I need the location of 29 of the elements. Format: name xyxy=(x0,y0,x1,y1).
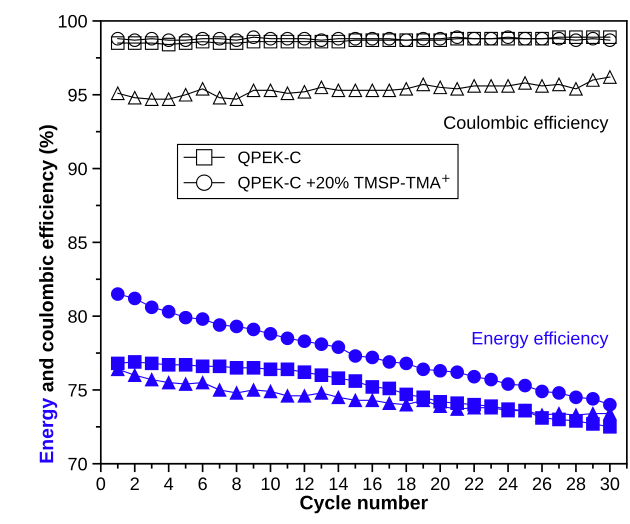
x-tick-label: 18 xyxy=(398,477,416,490)
x-tick-label: 12 xyxy=(296,477,314,490)
x-tick-label: 4 xyxy=(164,478,174,490)
y-tick-label: 90 xyxy=(68,162,87,176)
x-tick-label: 14 xyxy=(330,478,348,490)
annotation: Energy efficiency xyxy=(472,331,608,348)
x-tick-label: 8 xyxy=(232,477,241,490)
y-tick-label: 75 xyxy=(68,384,87,397)
x-tick-label: 22 xyxy=(464,477,484,490)
y-tick-label: 100 xyxy=(58,14,87,28)
x-tick-label: 20 xyxy=(431,477,450,490)
x-tick-label: 2 xyxy=(130,477,139,490)
y-tick-label: 80 xyxy=(68,310,87,323)
x-tick-label: 28 xyxy=(566,477,586,490)
x-tick-label: 26 xyxy=(532,477,552,490)
x-axis-title: Cycle number xyxy=(300,495,428,514)
y-tick-label: 85 xyxy=(68,236,87,250)
y-tick-label: 70 xyxy=(68,458,87,470)
y-tick-label: 95 xyxy=(68,88,87,102)
y-axis-title: Energy and coulombic efficiency (%) xyxy=(39,125,58,462)
x-tick-label: 0 xyxy=(96,477,106,490)
x-tick-label: 10 xyxy=(262,477,280,490)
x-tick-label: 24 xyxy=(498,477,518,490)
annotation: Coulombic efficiency xyxy=(444,116,608,133)
legend-label: QPEK-C +20% TMSP-TMA$^{+}$ xyxy=(238,174,450,192)
x-tick-label: 30 xyxy=(600,477,620,490)
x-tick-label: 6 xyxy=(198,477,207,490)
legend-label: QPEK-C xyxy=(238,152,301,166)
x-tick-label: 16 xyxy=(364,477,382,490)
